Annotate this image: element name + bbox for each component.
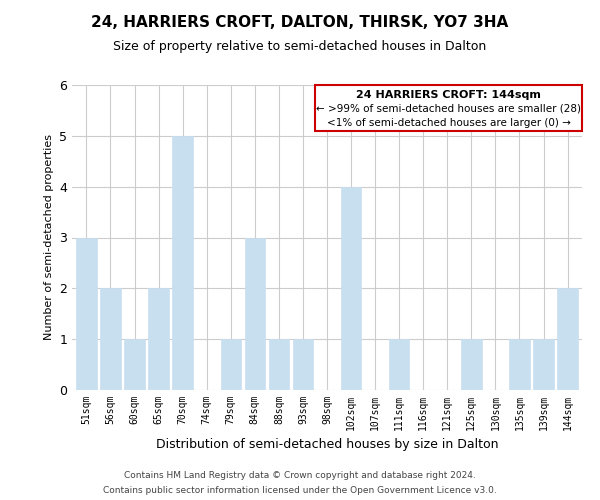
Bar (509, 339, 530, 390)
Text: 24 HARRIERS CROFT: 144sqm: 24 HARRIERS CROFT: 144sqm (356, 90, 541, 100)
Y-axis label: Number of semi-detached properties: Number of semi-detached properties (44, 134, 53, 340)
Text: 24, HARRIERS CROFT, DALTON, THIRSK, YO7 3HA: 24, HARRIERS CROFT, DALTON, THIRSK, YO7 … (91, 15, 509, 30)
Bar (245, 238, 265, 390)
Text: Contains public sector information licensed under the Open Government Licence v3: Contains public sector information licen… (103, 486, 497, 495)
Text: <1% of semi-detached houses are larger (0) →: <1% of semi-detached houses are larger (… (326, 118, 571, 128)
Text: Size of property relative to semi-detached houses in Dalton: Size of property relative to semi-detach… (113, 40, 487, 53)
Bar (293, 339, 313, 390)
Bar (172, 136, 193, 390)
Bar (389, 339, 409, 390)
Bar (341, 186, 361, 390)
Text: Contains HM Land Registry data © Crown copyright and database right 2024.: Contains HM Land Registry data © Crown c… (124, 471, 476, 480)
Bar (148, 288, 169, 390)
Bar (461, 339, 482, 390)
Bar (76, 238, 97, 390)
Bar (269, 339, 289, 390)
Bar (124, 339, 145, 390)
Bar (100, 288, 121, 390)
X-axis label: Distribution of semi-detached houses by size in Dalton: Distribution of semi-detached houses by … (156, 438, 498, 452)
Bar (221, 339, 241, 390)
Bar (557, 288, 578, 390)
Text: ← >99% of semi-detached houses are smaller (28): ← >99% of semi-detached houses are small… (316, 104, 581, 114)
Bar (533, 339, 554, 390)
